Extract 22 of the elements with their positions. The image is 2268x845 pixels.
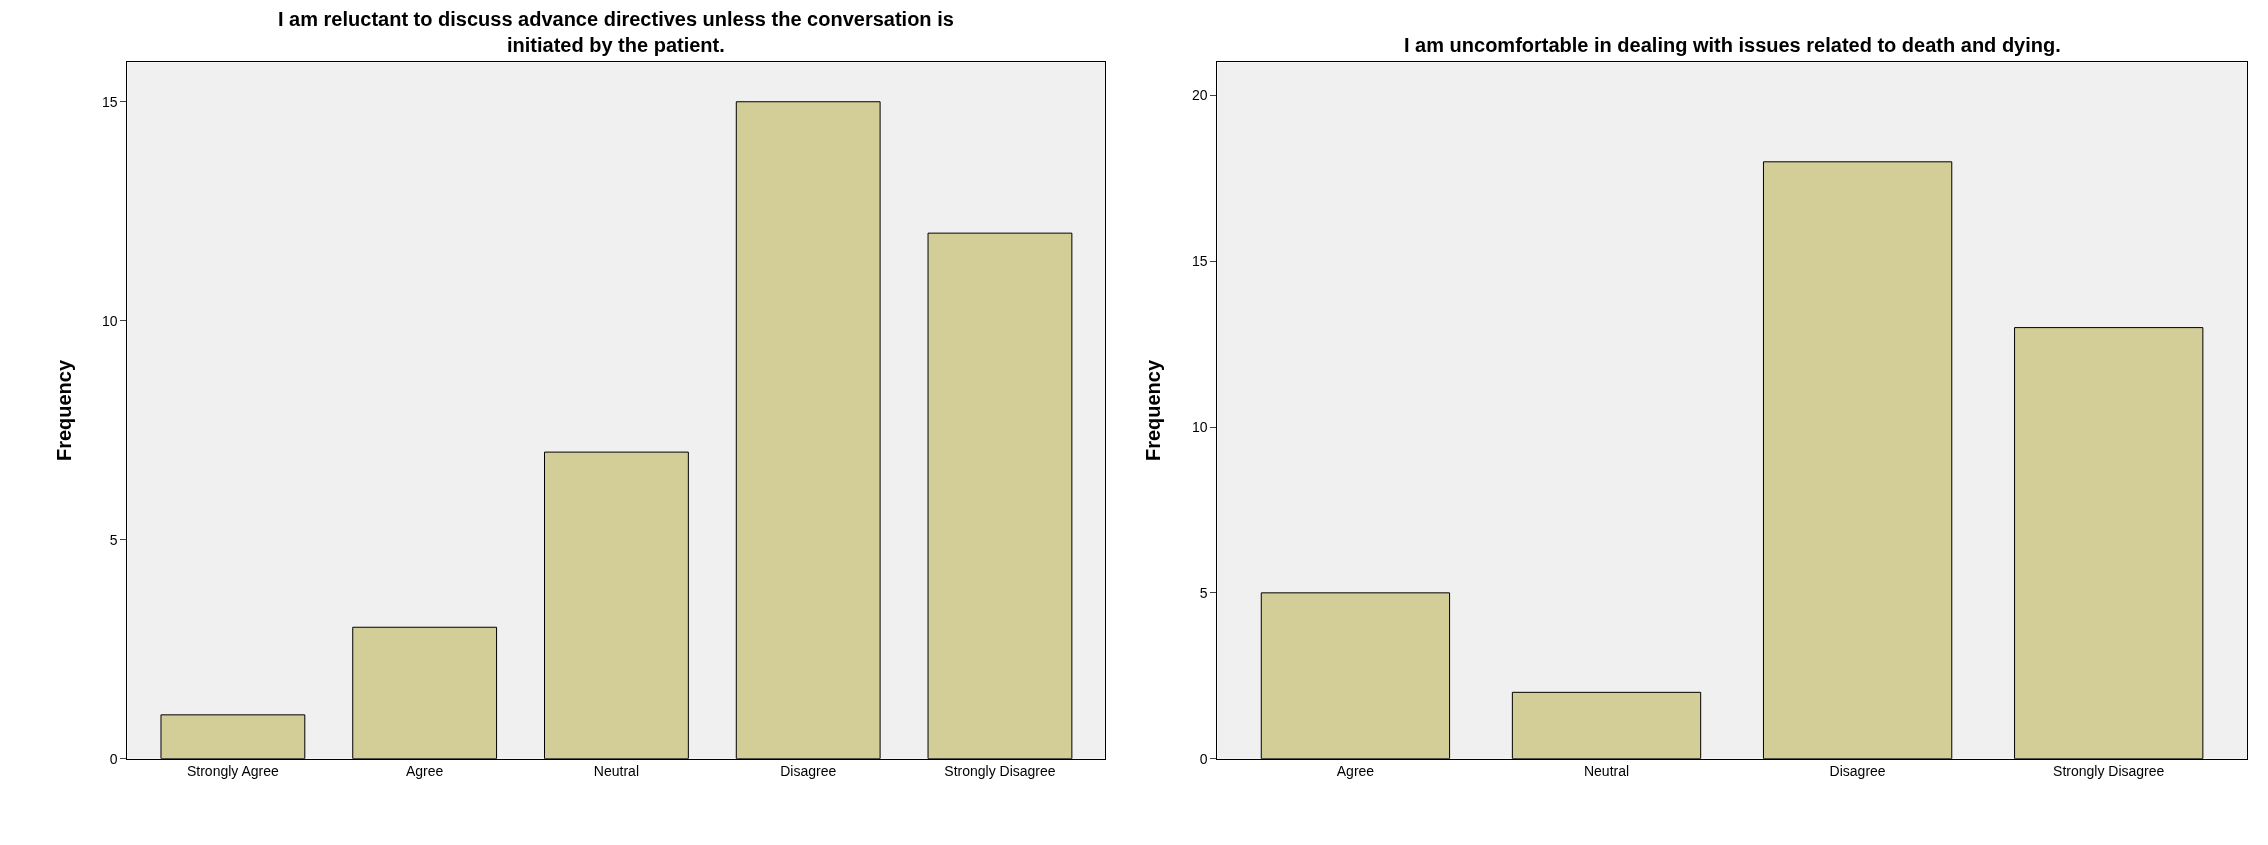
x-tick-label: Neutral [593,763,639,780]
y-tick-label: 0 [109,750,118,767]
chart-title: I am reluctant to discuss advance directives unless the conversation is initiated by the patient. [278,8,954,56]
y-tick-label: 20 [1191,87,1208,104]
x-tick-label: Agree [405,763,444,780]
y-axis-title: Frequency [52,359,75,462]
y-tick-label: 15 [1191,253,1208,270]
x-tick-label: Strongly Agree [186,763,280,780]
y-tick-label: 10 [102,312,118,329]
x-tick-label: Neutral [1583,763,1630,780]
x-tick-label: Strongly Disagree [944,763,1056,780]
x-tick-label: Disagree [1829,763,1886,780]
x-tick-label: Strongly Disagree [2053,763,2165,780]
x-tick-label: Disagree [780,763,837,780]
y-tick-label: 15 [102,93,118,110]
y-tick-label: 5 [1199,584,1208,601]
y-tick-label: 10 [1191,418,1208,435]
chart-title: I am uncomfortable in dealing with issues related to death and dying. [1404,34,2061,56]
y-axis-title: Frequency [1142,359,1165,462]
y-tick-label: 0 [1199,750,1208,767]
y-tick-label: 5 [109,531,118,548]
x-tick-label: Agree [1336,763,1375,780]
